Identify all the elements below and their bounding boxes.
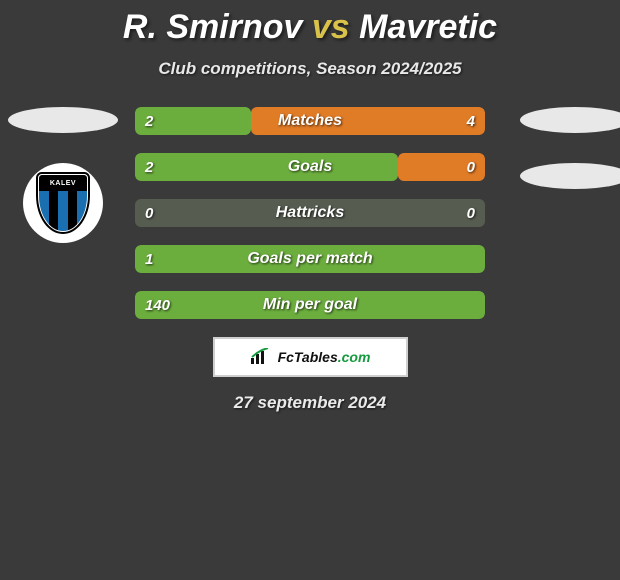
club-badge-kalev: KALEV xyxy=(23,163,103,243)
right-badge-column xyxy=(520,107,620,189)
stat-label: Goals per match xyxy=(135,250,485,268)
logo-text: FcTables.com xyxy=(278,349,371,365)
club-name-label: KALEV xyxy=(39,175,87,191)
subtitle: Club competitions, Season 2024/2025 xyxy=(0,59,620,79)
club2-placeholder-icon xyxy=(520,163,620,189)
player1-name: R. Smirnov xyxy=(123,8,302,46)
source-logo: FcTables.com xyxy=(213,337,408,377)
stat-row: 00Hattricks xyxy=(135,199,485,227)
stat-label: Min per goal xyxy=(135,296,485,314)
date-label: 27 september 2024 xyxy=(0,393,620,413)
stat-row: 20Goals xyxy=(135,153,485,181)
content-area: KALEV 24Matches 20Goals 00Hattricks 1Goals … xyxy=(0,107,620,319)
vs-text: vs xyxy=(312,8,350,46)
player2-placeholder-icon xyxy=(520,107,620,133)
stat-row: 1Goals per match xyxy=(135,245,485,273)
stat-label: Goals xyxy=(135,158,485,176)
left-badge-column: KALEV xyxy=(8,107,118,243)
stat-label: Hattricks xyxy=(135,204,485,222)
stat-bars: 24Matches 20Goals 00Hattricks 1Goals per ma… xyxy=(135,107,485,319)
player1-placeholder-icon xyxy=(8,107,118,133)
stat-row: 140Min per goal xyxy=(135,291,485,319)
stat-row: 24Matches xyxy=(135,107,485,135)
comparison-title: R. Smirnov vs Mavretic xyxy=(0,0,620,47)
player2-name: Mavretic xyxy=(359,8,497,46)
stat-label: Matches xyxy=(135,112,485,130)
shield-icon: KALEV xyxy=(36,172,90,234)
bars-icon xyxy=(250,348,272,366)
